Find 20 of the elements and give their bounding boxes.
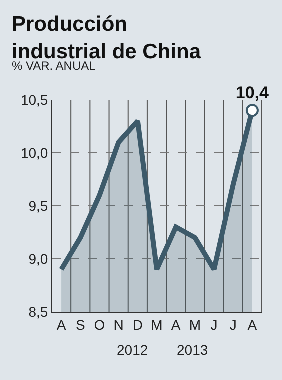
data-label: 10,4 (236, 83, 270, 102)
y-tick-label: 10,0 (20, 144, 48, 161)
y-tick-label: 8,5 (28, 304, 48, 320)
x-tick-label: D (132, 316, 143, 333)
y-tick-label: 9,0 (28, 250, 48, 267)
text: 2012 (117, 342, 148, 358)
x-tick-label: M (151, 316, 163, 333)
x-tick-label: A (248, 316, 258, 333)
y-tick-label: 10,5 (20, 92, 48, 108)
x-tick-label: J (210, 316, 218, 333)
x-tick-label: A (171, 316, 182, 333)
x-tick-label: O (94, 316, 106, 333)
x-tick-label: A (56, 316, 67, 333)
x-tick-label: M (189, 316, 202, 333)
x-tick-label: N (114, 316, 124, 333)
y-axis-title: % VAR. ANUAL (12, 59, 96, 73)
x-tick-label: J (230, 316, 237, 333)
y-tick-label: 9,5 (28, 198, 48, 214)
x-tick-label: S (76, 316, 86, 333)
text: 2013 (177, 342, 208, 358)
